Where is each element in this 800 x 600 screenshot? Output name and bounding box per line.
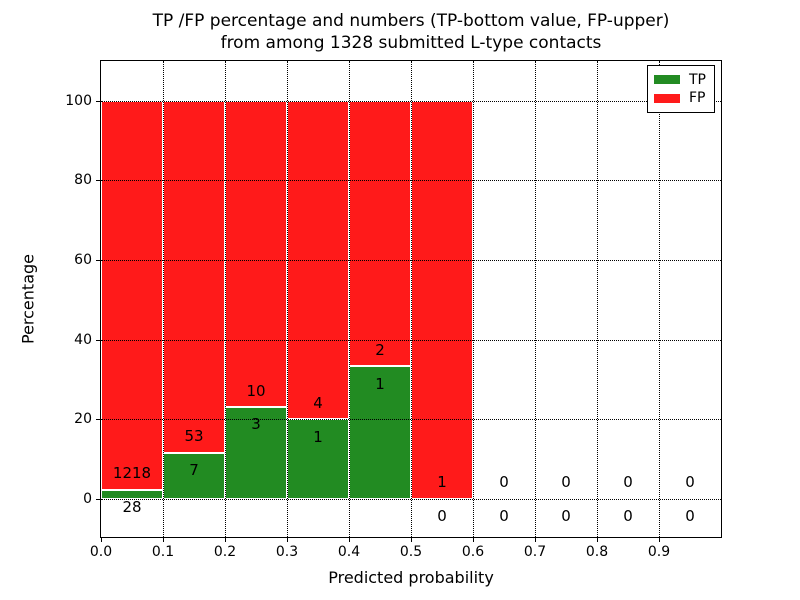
x-gridline xyxy=(596,61,598,537)
legend-swatch-fp xyxy=(654,93,680,103)
x-tick-label: 0.6 xyxy=(461,544,485,560)
x-tick xyxy=(473,538,474,542)
legend-entry: TP xyxy=(654,73,708,87)
tp-count-label: 0 xyxy=(561,507,571,526)
y-tick xyxy=(96,339,100,341)
fp-count-label: 4 xyxy=(313,393,323,412)
tp-count-label: 1 xyxy=(313,427,323,446)
x-tick-label: 0.1 xyxy=(151,544,175,560)
y-tick-label: 100 xyxy=(65,92,92,109)
y-axis-label: Percentage xyxy=(18,253,38,345)
tp-count-label: 0 xyxy=(437,507,447,526)
x-tick xyxy=(659,538,660,542)
x-tick xyxy=(535,538,536,542)
fp-count-label: 0 xyxy=(499,473,509,492)
tp-count-label: 1 xyxy=(375,374,385,393)
x-tick xyxy=(163,538,164,542)
plot-area: 1218 28 53 7 10 3 4 1 2 1 1 0 0 0 0 0 0 0 0 0 xyxy=(100,60,722,538)
x-tick xyxy=(101,538,102,542)
x-tick-label: 0.9 xyxy=(647,544,671,560)
x-tick xyxy=(225,538,226,542)
y-tick xyxy=(96,260,100,262)
x-tick-label: 0.0 xyxy=(89,544,113,560)
y-gridline xyxy=(101,499,721,501)
fp-count-label: 0 xyxy=(561,473,571,492)
x-gridline xyxy=(348,61,350,537)
y-tick xyxy=(96,100,100,102)
fp-bar-segment xyxy=(349,100,411,367)
y-gridline xyxy=(101,339,721,341)
x-gridline xyxy=(410,61,412,537)
y-tick-label: 20 xyxy=(74,411,92,428)
fp-count-label: 0 xyxy=(685,473,695,492)
legend-label-fp: FP xyxy=(689,90,706,107)
fp-count-label: 2 xyxy=(375,340,385,359)
y-tick xyxy=(96,419,100,421)
x-tick-label: 0.8 xyxy=(585,544,609,560)
y-tick-label: 60 xyxy=(74,252,92,269)
y-gridline xyxy=(101,419,721,421)
x-tick xyxy=(349,538,350,542)
tp-count-label: 0 xyxy=(685,507,695,526)
chart-title-line1: TP /FP percentage and numbers (TP-bottom… xyxy=(152,11,670,31)
x-tick-label: 0.7 xyxy=(523,544,547,560)
legend: TP FP xyxy=(647,65,715,113)
x-axis-label: Predicted probability xyxy=(328,568,494,587)
x-tick-label: 0.2 xyxy=(213,544,237,560)
tp-bar-segment xyxy=(349,366,411,500)
legend-entry: FP xyxy=(654,91,708,105)
x-tick-label: 0.5 xyxy=(399,544,423,560)
y-tick-label: 80 xyxy=(74,172,92,189)
x-tick xyxy=(597,538,598,542)
x-tick-label: 0.3 xyxy=(275,544,299,560)
x-gridline xyxy=(224,61,226,537)
fp-count-label: 10 xyxy=(246,381,266,400)
tp-count-label: 0 xyxy=(499,507,509,526)
x-gridline xyxy=(658,61,660,537)
x-gridline xyxy=(534,61,536,537)
fp-count-label: 1218 xyxy=(112,464,152,483)
x-gridline xyxy=(162,61,164,537)
y-gridline xyxy=(101,100,721,102)
y-tick-label: 40 xyxy=(74,331,92,348)
tp-bar-segment xyxy=(225,407,287,500)
tp-count-label: 0 xyxy=(623,507,633,526)
x-tick xyxy=(411,538,412,542)
x-tick xyxy=(287,538,288,542)
y-tick xyxy=(96,499,100,501)
x-gridline xyxy=(286,61,288,537)
legend-swatch-tp xyxy=(654,75,680,85)
y-tick xyxy=(96,180,100,182)
fp-bar-segment xyxy=(101,100,163,491)
fp-count-label: 1 xyxy=(437,473,447,492)
tp-count-label: 3 xyxy=(251,415,261,434)
y-tick-label: 0 xyxy=(83,491,92,508)
tp-count-label: 28 xyxy=(122,498,142,517)
tp-count-label: 7 xyxy=(189,460,199,479)
fp-bar-segment xyxy=(163,100,225,453)
fp-count-label: 53 xyxy=(184,426,204,445)
y-gridline xyxy=(101,180,721,182)
fp-bar-segment xyxy=(411,100,473,500)
chart-title: TP /FP percentage and numbers (TP-bottom… xyxy=(100,10,722,54)
x-gridline xyxy=(472,61,474,537)
x-tick-label: 0.4 xyxy=(337,544,361,560)
y-gridline xyxy=(101,260,721,262)
fp-bar-segment xyxy=(225,100,287,408)
fp-count-label: 0 xyxy=(623,473,633,492)
legend-label-tp: TP xyxy=(689,71,706,88)
chart-title-line2: from among 1328 submitted L-type contact… xyxy=(220,33,602,53)
